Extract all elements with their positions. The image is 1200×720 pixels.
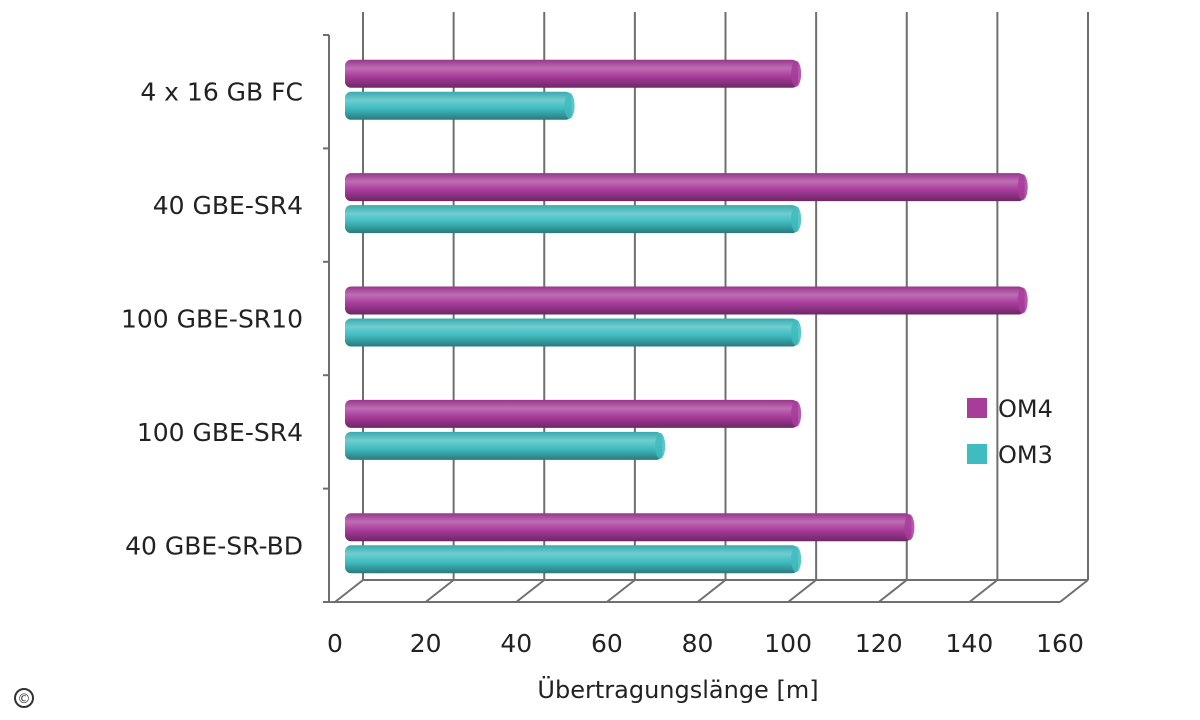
bar-om3-1 (345, 205, 799, 234)
floor-line (515, 579, 545, 603)
bar-cap (1017, 287, 1028, 314)
floor-line (606, 579, 636, 603)
x-tick-label: 40 (500, 629, 532, 658)
bar-cap (791, 400, 802, 427)
floor-line (878, 579, 908, 603)
bar-cap (904, 514, 915, 541)
category-label: 40 GBE-SR4 (153, 191, 303, 220)
legend: OM4 OM3 (967, 395, 1053, 469)
bar-cap (1017, 174, 1028, 201)
bar-cap (564, 92, 575, 119)
floor-line (696, 579, 727, 603)
x-tick-label: 120 (855, 629, 903, 658)
legend-label-om3: OM3 (998, 441, 1053, 469)
x-tick-labels: 0 20 40 60 80 100 120 140 160 (327, 629, 1084, 658)
category-label: 100 GBE-SR4 (137, 418, 303, 447)
bar-cap (791, 206, 802, 233)
legend-swatch-om3 (967, 444, 987, 464)
floor-line (787, 579, 817, 603)
bar-om4-3 (345, 399, 799, 428)
bar-om3-0 (345, 91, 572, 120)
copyright-icon: © (14, 688, 34, 708)
x-tick-label: 80 (682, 629, 714, 658)
bar-cap (655, 432, 666, 459)
bar-cap (791, 60, 802, 87)
bars (345, 59, 1028, 574)
bar-om4-2 (345, 286, 1025, 315)
category-label: 40 GBE-SR-BD (125, 531, 303, 560)
x-tick-label: 100 (764, 629, 812, 658)
x-axis-title: Übertragungslänge [m] (537, 675, 818, 704)
floor-line (425, 579, 455, 603)
legend-label-om4: OM4 (998, 395, 1053, 423)
bar-om3-4 (345, 545, 799, 574)
bar-om3-2 (345, 318, 799, 347)
category-labels: 4 x 16 GB FC 40 GBE-SR4 100 GBE-SR10 100 GB… (121, 78, 303, 561)
x-tick-label: 60 (591, 629, 623, 658)
x-tick-label: 140 (946, 629, 994, 658)
x-tick-label: 160 (1036, 629, 1084, 658)
floor-line (1059, 579, 1089, 603)
bar-om4-4 (345, 513, 912, 542)
floor-line (334, 579, 364, 603)
bar-om4-1 (345, 173, 1025, 202)
floor-line (968, 579, 998, 603)
bar-cap (791, 319, 802, 346)
category-label: 4 x 16 GB FC (140, 78, 303, 107)
bar-om3-3 (345, 431, 663, 460)
bar-cap (791, 546, 802, 573)
legend-swatch-om4 (967, 398, 987, 418)
x-tick-label: 0 (327, 629, 343, 658)
category-label: 100 GBE-SR10 (121, 305, 303, 334)
bar-om4-0 (345, 59, 799, 88)
x-tick-label: 20 (410, 629, 442, 658)
